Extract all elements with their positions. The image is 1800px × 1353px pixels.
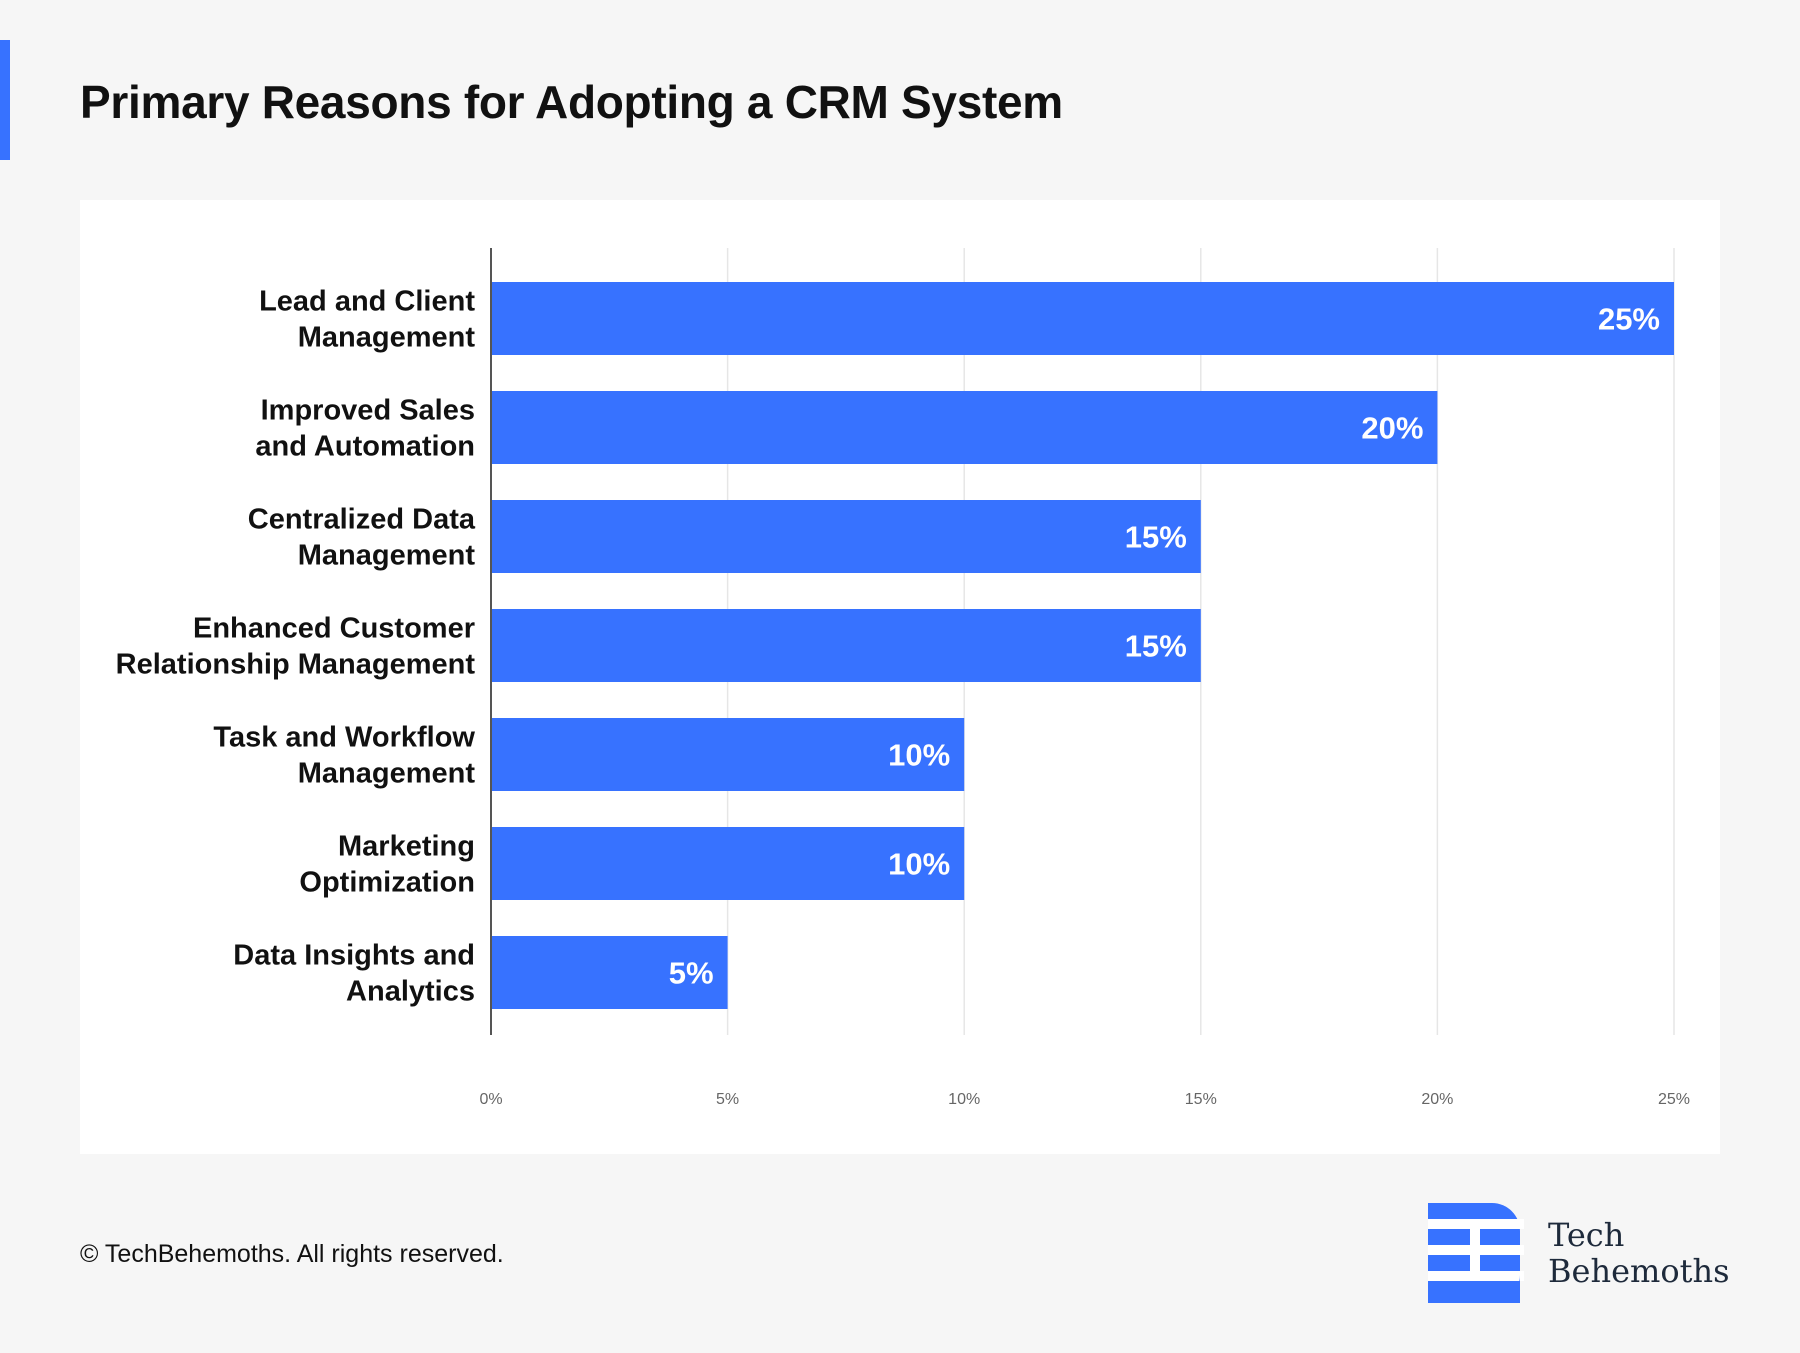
- techbehemoths-logo-icon: [1428, 1203, 1524, 1303]
- bar-value-label: 10%: [888, 738, 950, 773]
- bar-value-label: 25%: [1598, 302, 1660, 337]
- category-label-line: Management: [298, 540, 476, 572]
- category-label: Task and Workflow Management: [213, 722, 475, 790]
- bar-value-label: 20%: [1361, 411, 1423, 446]
- bar: [491, 500, 1201, 573]
- copyright-text: © TechBehemoths. All rights reserved.: [80, 1240, 504, 1268]
- brand-name-line1: Tech: [1548, 1216, 1625, 1254]
- brand-logo: Tech Behemoths: [1428, 1203, 1730, 1303]
- page-title: Primary Reasons for Adopting a CRM Syste…: [80, 76, 1063, 128]
- bar: [491, 282, 1674, 355]
- category-label-line: Analytics: [346, 976, 475, 1008]
- bar-value-label: 15%: [1125, 629, 1187, 664]
- bar-chart: 0% 5% 10% 15% 20% 25% 25% Lead and Client Manage…: [116, 248, 1690, 1108]
- category-label: Centralized Data Management: [248, 504, 476, 572]
- x-tick-label: 25%: [1658, 1091, 1690, 1108]
- bar-value-label: 5%: [669, 956, 714, 991]
- brand-name: Tech Behemoths: [1548, 1217, 1730, 1289]
- category-label: Improved Sales and Automation: [255, 395, 475, 463]
- bar: [491, 609, 1201, 682]
- category-label-line: Management: [298, 322, 476, 354]
- category-label-line: Data Insights and: [233, 940, 475, 972]
- category-label-line: Marketing: [338, 831, 475, 863]
- bar: [491, 391, 1438, 464]
- category-label-line: Relationship Management: [116, 649, 476, 681]
- x-tick-label: 20%: [1421, 1091, 1453, 1108]
- category-label-line: Lead and Client: [259, 286, 475, 318]
- category-label-line: Improved Sales: [261, 395, 475, 427]
- category-label: Data Insights and Analytics: [233, 940, 475, 1008]
- x-tick-label: 0%: [479, 1091, 502, 1108]
- bar-value-label: 10%: [888, 847, 950, 882]
- bar: [491, 718, 965, 791]
- category-label-line: and Automation: [255, 431, 475, 463]
- category-label: Enhanced Customer Relationship Management: [116, 613, 476, 681]
- category-label-line: Management: [298, 758, 476, 790]
- bar: [491, 936, 728, 1009]
- x-tick-label: 10%: [948, 1091, 980, 1108]
- brand-name-line2: Behemoths: [1548, 1252, 1730, 1290]
- category-label: Marketing Optimization: [299, 831, 475, 899]
- x-tick-label: 15%: [1185, 1091, 1217, 1108]
- category-label: Lead and Client Management: [259, 286, 475, 354]
- category-label-line: Centralized Data: [248, 504, 476, 536]
- category-label-line: Enhanced Customer: [193, 613, 475, 645]
- category-label-line: Optimization: [299, 867, 475, 899]
- x-tick-label: 5%: [716, 1091, 739, 1108]
- category-label-line: Task and Workflow: [213, 722, 475, 754]
- chart-card: 0% 5% 10% 15% 20% 25% 25% Lead and Client Manage…: [80, 200, 1720, 1154]
- title-accent-bar: [0, 40, 10, 160]
- bar-value-label: 15%: [1125, 520, 1187, 555]
- bar: [491, 827, 965, 900]
